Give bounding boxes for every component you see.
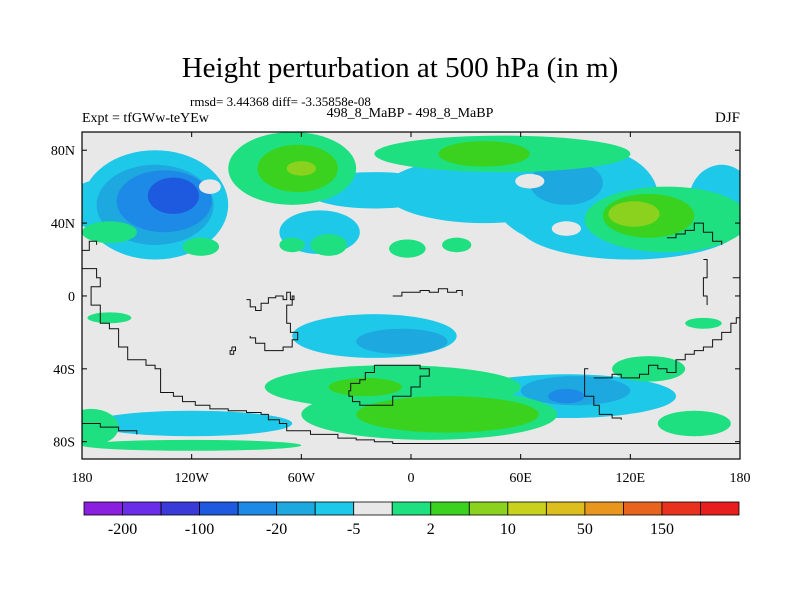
- season-label: DJF: [714, 110, 740, 126]
- contour-blob: [438, 141, 530, 167]
- contour-blob: [279, 237, 305, 253]
- map-plot-area: [82, 132, 740, 459]
- colorbar-box: [584, 501, 624, 516]
- lon-tick-label: 60E: [509, 471, 532, 486]
- comparison-label: 498_8_MaBP - 498_8_MaBP: [326, 106, 494, 121]
- lat-tick-label: 80N: [51, 144, 75, 159]
- lon-tick-label: 120W: [175, 471, 210, 486]
- coastlines: [82, 222, 740, 444]
- contour-blob: [657, 410, 731, 437]
- colorbar-box: [353, 501, 393, 516]
- coastline: [229, 346, 236, 355]
- lon-tick-label: 60W: [288, 471, 316, 486]
- neutral-patch: [551, 221, 581, 236]
- contour-blob: [328, 377, 402, 397]
- contour-blob: [147, 177, 199, 214]
- axis-ticks: 180 120W 60W 0 60E 120E 180 80N 40N 0 40S 80S: [51, 132, 751, 486]
- lat-tick-label: 0: [68, 290, 75, 305]
- lat-tick-label: 80S: [53, 436, 75, 451]
- experiment-label: Expt = tfGWw-teYEw: [82, 111, 209, 126]
- colorbar-box: [661, 501, 701, 516]
- lon-tick-label: 120E: [616, 471, 646, 486]
- contour-blob: [182, 237, 220, 256]
- colorbar-label: 150: [650, 521, 674, 538]
- contour-blob: [685, 317, 722, 329]
- stats-label: rmsd= 3.44368 diff= -3.35858e-08: [190, 94, 371, 109]
- colorbar-box: [237, 501, 278, 516]
- colorbar-box: [430, 501, 470, 516]
- coastline: [584, 368, 622, 420]
- coastline: [732, 268, 740, 279]
- colorbar-box: [623, 501, 663, 516]
- contour-blob: [356, 328, 448, 355]
- neutral-patch: [515, 173, 545, 189]
- lon-tick-label: 180: [72, 471, 93, 486]
- coastline: [82, 423, 138, 435]
- contour-blob: [529, 161, 603, 205]
- colorbar-box: [122, 501, 162, 516]
- lon-tick-label: 180: [730, 471, 751, 486]
- neutral-patch: [198, 179, 221, 194]
- coastline: [392, 288, 463, 297]
- colorbar-label: 50: [577, 521, 593, 538]
- colorbar-label: -100: [185, 521, 214, 538]
- contour-zone: [147, 177, 199, 214]
- contour-zone: [286, 161, 660, 227]
- colorbar-box: [468, 501, 509, 516]
- colorbar-box: [314, 501, 355, 516]
- coastline: [82, 240, 98, 251]
- colorbar-box: [700, 501, 740, 516]
- coastline: [82, 268, 740, 444]
- colorbar-box: [507, 501, 547, 516]
- coastline: [593, 317, 740, 379]
- contour-blob: [356, 396, 539, 433]
- lat-tick-label: 40N: [51, 217, 75, 232]
- chart-title: Height perturbation at 500 hPa (in m): [181, 52, 619, 84]
- colorbar-box: [391, 501, 432, 516]
- colorbar-box: [199, 501, 239, 516]
- contour-blob: [310, 234, 348, 256]
- colorbar-box: [83, 501, 123, 516]
- contour-blob: [82, 221, 137, 244]
- colorbar-label: -5: [347, 521, 360, 538]
- colorbar: -200 -100 -20 -5 2 10 50 150: [83, 501, 740, 538]
- colorbar-label: -200: [108, 521, 137, 538]
- contour-blob: [548, 388, 585, 404]
- contour-blob: [286, 161, 316, 176]
- colorbar-box: [160, 501, 200, 516]
- lat-tick-label: 40S: [53, 363, 75, 378]
- contour-blob: [442, 237, 472, 253]
- contour-blob: [87, 312, 132, 324]
- coastline: [348, 364, 430, 406]
- contour-blob: [82, 439, 302, 451]
- colorbar-label: -20: [266, 521, 287, 538]
- contour-blob: [91, 410, 293, 437]
- colorbar-label: 2: [427, 521, 435, 538]
- coastline: [246, 291, 299, 352]
- contour-blob: [608, 201, 660, 227]
- colorbar-box: [545, 501, 586, 516]
- colorbar-box: [276, 501, 316, 516]
- coastline: [702, 259, 708, 306]
- colorbar-label: 10: [500, 521, 516, 538]
- coastline: [666, 222, 723, 245]
- contour-blob: [389, 239, 426, 258]
- lon-tick-label: 0: [408, 471, 415, 486]
